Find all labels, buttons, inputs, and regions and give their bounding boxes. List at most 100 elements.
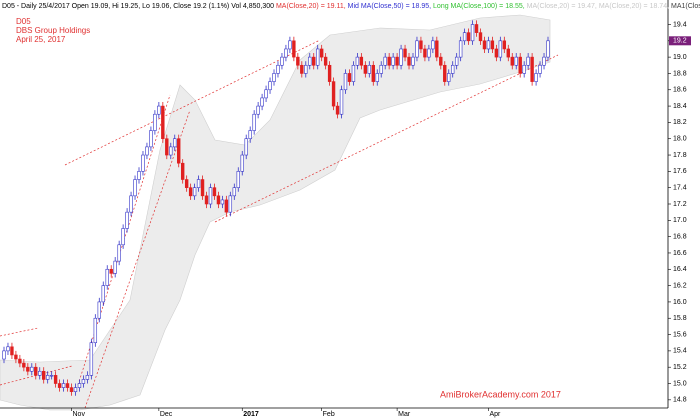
bollinger-band	[0, 14, 551, 411]
candle-body	[359, 56, 364, 66]
candle-body	[93, 317, 98, 344]
y-tick-label: 18.6	[673, 87, 687, 94]
candle-body	[38, 370, 42, 376]
candle-body	[482, 40, 487, 50]
y-tick-label: 18.2	[673, 119, 687, 126]
candle-body	[546, 40, 550, 58]
candle-body	[407, 56, 411, 66]
candle-body	[14, 354, 18, 360]
candle-body	[165, 138, 169, 156]
candle-body	[244, 138, 248, 156]
candle-body	[431, 40, 435, 50]
candle-body	[224, 199, 229, 213]
candle-body	[474, 24, 479, 33]
candle-body	[399, 48, 403, 66]
candle-body	[331, 81, 336, 107]
candle-body	[296, 56, 300, 66]
candle-body	[447, 73, 451, 82]
candle-body	[208, 187, 213, 205]
candle-body	[415, 40, 419, 58]
candle-body	[101, 285, 105, 303]
candle-body	[506, 48, 510, 58]
candle-body	[105, 268, 109, 286]
y-tick-label: 15.8	[673, 315, 687, 322]
candle-body	[73, 387, 78, 392]
candle-body	[470, 24, 475, 42]
candle-body	[312, 56, 316, 66]
candle-body	[133, 179, 137, 197]
header-part: D05 - Daily 25/4/2017 Open 19.09, Hi 19.…	[2, 3, 276, 10]
candle-body	[383, 56, 387, 66]
y-tick-label: 16.4	[673, 266, 687, 273]
candle-body	[173, 138, 177, 148]
candle-body	[490, 40, 495, 50]
candle-body	[343, 73, 348, 91]
candle-body	[192, 187, 197, 197]
y-tick-label: 19.4	[673, 21, 687, 28]
candle-body	[526, 56, 530, 66]
candle-body	[498, 40, 503, 58]
y-tick-label: 17.2	[673, 201, 687, 208]
y-tick-label: 18.0	[673, 136, 687, 143]
header-part: MA1(Close,200) = 17.02	[671, 3, 700, 10]
candle-body	[363, 64, 368, 74]
candle-body	[260, 97, 264, 107]
candle-body	[26, 366, 30, 372]
header-part: Long MA(Close,100) = 18.55,	[433, 3, 527, 10]
candle-body	[518, 56, 522, 74]
candle-body	[216, 195, 221, 205]
header-part: MA(Close,20) = 19.11,	[276, 3, 348, 10]
header-part: Mid MA(Close,50) = 18.95,	[348, 3, 433, 10]
watermark: AmiBrokerAcademy.com 2017	[440, 389, 561, 399]
y-tick-label: 16.2	[673, 282, 687, 289]
candle-body	[18, 358, 22, 364]
candle-body	[89, 342, 94, 376]
candle-body	[308, 56, 312, 66]
candle-body	[45, 375, 50, 380]
candle-body	[443, 64, 447, 82]
candle-body	[200, 179, 205, 197]
candle-body	[2, 350, 6, 360]
candle-body	[319, 48, 324, 58]
candle-body	[137, 171, 141, 180]
candle-body	[288, 40, 292, 50]
candle-body	[145, 146, 149, 156]
candle-body	[315, 48, 320, 66]
candle-body	[284, 48, 288, 58]
date: April 25, 2017	[16, 35, 66, 44]
candle-body	[184, 179, 189, 188]
candle-body	[387, 56, 391, 66]
candle-body	[232, 187, 237, 197]
candle-body	[157, 105, 161, 115]
candle-body	[196, 179, 201, 188]
candle-body	[188, 187, 193, 197]
candle-body	[379, 64, 383, 74]
candle-body	[292, 40, 296, 58]
y-tick-label: 17.4	[673, 185, 687, 192]
header-part: MA(Close,20) = 19.47,	[527, 3, 599, 10]
x-tick-label: Mar	[398, 411, 411, 418]
candle-body	[49, 375, 54, 377]
x-tick-label: Dec	[160, 411, 173, 418]
candle-body	[478, 32, 483, 42]
y-tick-label: 18.4	[673, 103, 687, 110]
candle-body	[502, 40, 507, 50]
y-tick-label: 16.6	[673, 250, 687, 257]
x-tick-label: Feb	[323, 411, 335, 418]
candle-body	[514, 56, 518, 66]
candle-body	[304, 64, 308, 74]
y-tick-label: 15.0	[673, 380, 687, 387]
candle-body	[161, 105, 165, 140]
candle-body	[109, 268, 113, 274]
candle-body	[141, 154, 145, 172]
candle-body	[272, 73, 276, 82]
candle-body	[180, 162, 185, 180]
candle-body	[522, 64, 526, 74]
company-name: DBS Group Holdings	[16, 26, 90, 35]
candle-body	[335, 105, 340, 115]
x-tick-label: Apr	[489, 411, 501, 418]
candle-body	[65, 383, 70, 388]
candle-body	[240, 154, 244, 172]
candle-body	[81, 379, 86, 384]
candle-body	[280, 56, 284, 66]
